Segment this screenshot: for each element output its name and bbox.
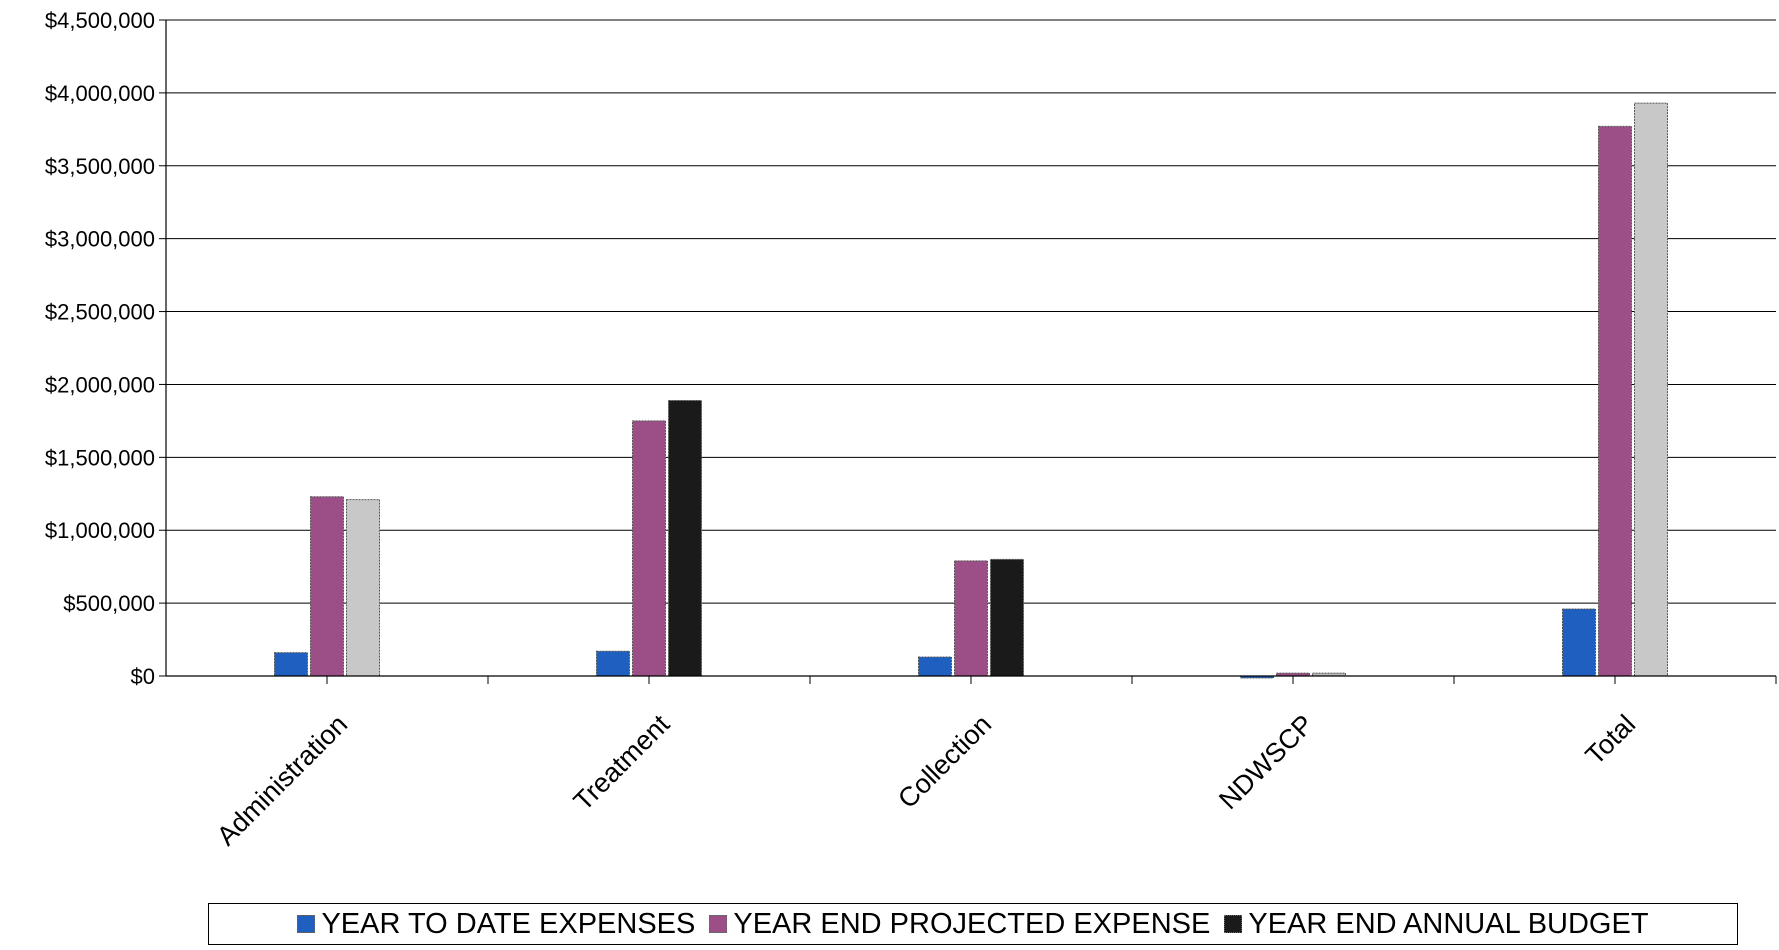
legend-item: YEAR END ANNUAL BUDGET <box>1224 907 1649 941</box>
legend-swatch <box>1224 915 1243 933</box>
bar <box>1562 608 1596 677</box>
x-category-label: Treatment <box>568 709 676 817</box>
legend-swatch <box>297 915 316 933</box>
x-category-label: Collection <box>892 709 997 814</box>
y-tick-label: $1,000,000 <box>45 518 155 543</box>
legend-label: YEAR TO DATE EXPENSES <box>321 907 696 940</box>
legend-label: YEAR END ANNUAL BUDGET <box>1248 907 1649 940</box>
bar <box>274 652 308 677</box>
y-axis-tick-labels: $0 $500,000 $1,000,000 $1,500,000 $2,000,000… <box>45 8 155 689</box>
bar <box>918 656 952 677</box>
y-tick-label: $0 <box>131 664 155 689</box>
bar <box>1634 102 1668 677</box>
bar <box>346 499 380 677</box>
bars <box>274 102 1668 679</box>
x-axis-category-labels: Administration Treatment Collection NDWSCP T… <box>211 709 1641 852</box>
y-tick-label: $3,500,000 <box>45 154 155 179</box>
bar <box>668 399 702 677</box>
legend-swatch <box>709 915 728 933</box>
legend-item: YEAR TO DATE EXPENSES <box>297 908 695 941</box>
x-category-label: Total <box>1580 709 1642 771</box>
bar <box>310 496 344 677</box>
legend-label: YEAR END PROJECTED EXPENSE <box>733 907 1211 940</box>
y-tick-label: $2,500,000 <box>45 300 155 325</box>
y-tick-label: $2,000,000 <box>45 372 155 397</box>
bar <box>596 650 630 677</box>
y-tick-label: $3,000,000 <box>45 227 155 252</box>
legend-item: YEAR END PROJECTED EXPENSE <box>709 908 1210 941</box>
x-category-label: NDWSCP <box>1213 709 1319 815</box>
y-tick-label: $500,000 <box>63 591 155 616</box>
bar <box>632 420 666 677</box>
bar <box>990 558 1024 677</box>
y-tick-label: $4,000,000 <box>45 81 155 106</box>
y-tick-label: $4,500,000 <box>45 8 155 33</box>
bar <box>954 560 988 677</box>
y-tick-label: $1,500,000 <box>45 445 155 470</box>
chart-legend: YEAR TO DATE EXPENSES YEAR END PROJECTED … <box>208 903 1738 945</box>
gridlines <box>166 19 1776 604</box>
x-category-label: Administration <box>211 709 353 851</box>
axes <box>159 19 1777 684</box>
bar <box>1598 125 1632 677</box>
